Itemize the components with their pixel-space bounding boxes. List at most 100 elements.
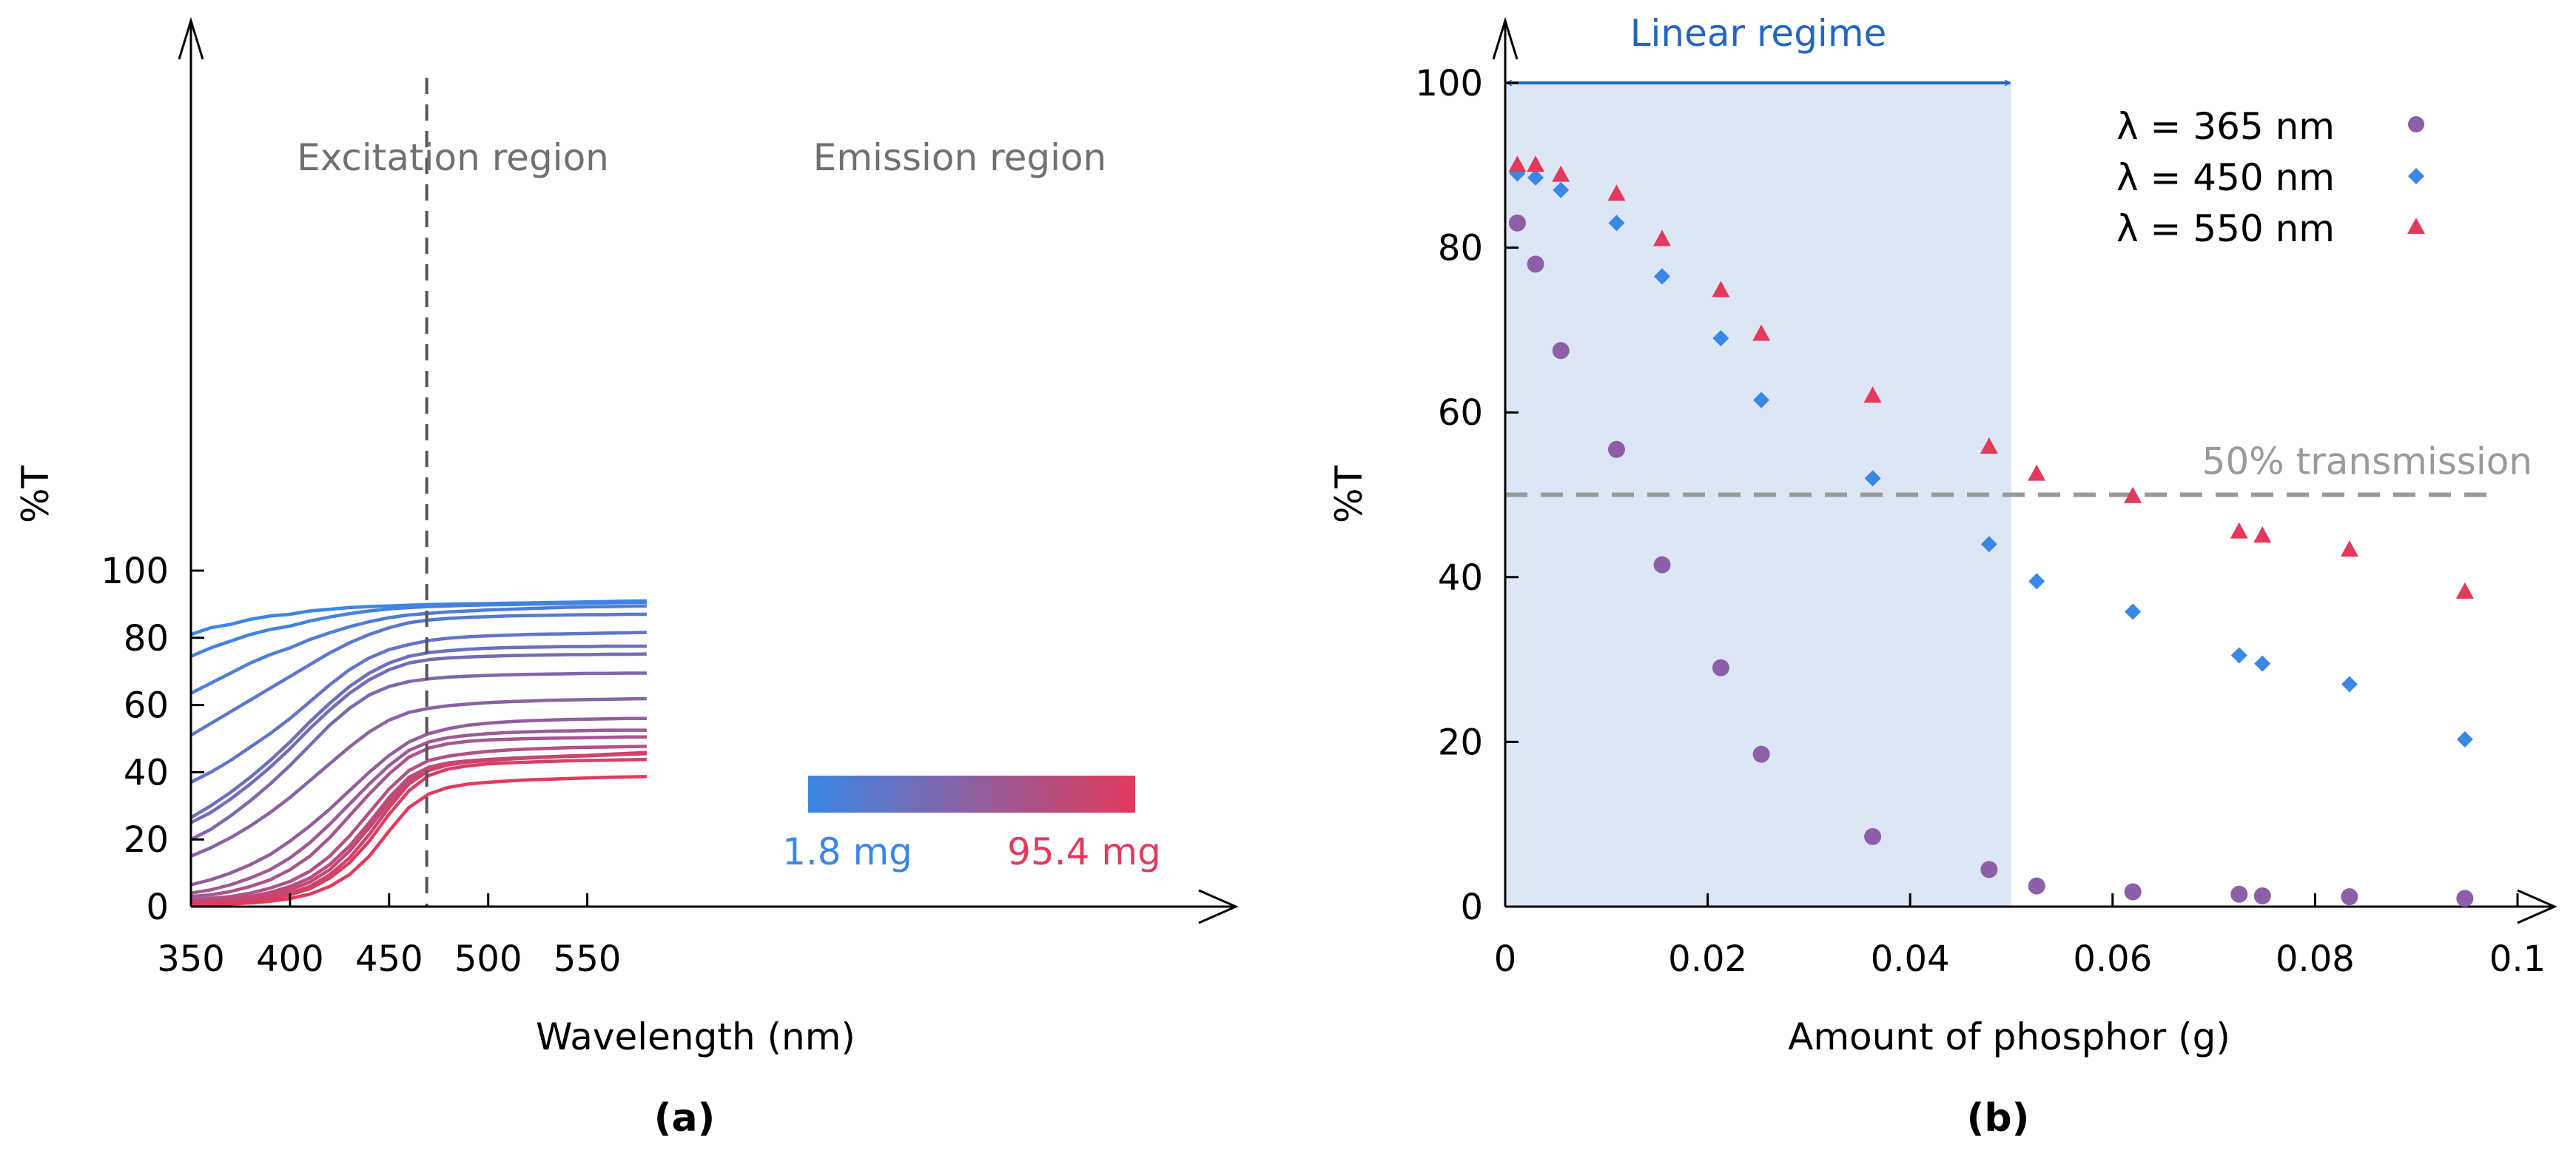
mass-colorbar-gradient: [808, 776, 1135, 813]
y-tick-label: 80: [1438, 228, 1483, 269]
y-tick-label: 20: [124, 819, 169, 861]
x-tick-label: 0.1: [2489, 938, 2546, 980]
panel-a-x-axis-title: Wavelength (nm): [536, 1015, 855, 1058]
data-point-450nm: [1553, 181, 1570, 198]
spectrum-line: [189, 644, 647, 819]
x-tick-label: 0.08: [2276, 938, 2355, 980]
x-tick-label: 350: [157, 938, 225, 980]
legend-label-450: λ = 450 nm: [2116, 156, 2335, 199]
data-point-365nm: [1864, 827, 1882, 845]
data-point-450nm: [2254, 655, 2271, 672]
data-point-365nm: [1607, 440, 1625, 458]
x-tick-label: 450: [355, 938, 423, 980]
x-tick-label: 400: [256, 938, 324, 980]
data-point-450nm: [2341, 676, 2358, 693]
data-point-365nm: [1653, 556, 1671, 574]
data-point-550nm: [1752, 324, 1771, 341]
panel-a-y-ticks: 0 20 40 60 80 100: [101, 551, 204, 928]
data-point-365nm: [1980, 861, 1998, 879]
data-point-450nm: [1527, 169, 1544, 186]
panel-a-x-ticks: 350 400 450 500 550: [157, 893, 621, 980]
data-point-550nm: [1980, 437, 1998, 454]
data-point-365nm: [2230, 885, 2248, 903]
spectrum-line: [190, 745, 647, 902]
data-point-550nm: [2340, 540, 2358, 557]
panel-b-x-axis-title: Amount of phosphor (g): [1788, 1015, 2230, 1058]
panel-b-x-axis-arrow-icon: [2517, 889, 2557, 924]
data-point-450nm: [1712, 330, 1729, 347]
y-tick-label: 40: [1438, 557, 1483, 599]
spectrum-line: [189, 604, 647, 695]
threshold-label: 50% transmission: [2202, 440, 2532, 483]
data-point-550nm: [2028, 464, 2046, 481]
data-point-450nm: [1608, 215, 1625, 232]
panel-b-points: [1508, 155, 2474, 907]
data-point-550nm: [2455, 582, 2474, 599]
legend-marker-diamond-icon: [2408, 168, 2424, 184]
data-point-365nm: [2341, 888, 2358, 906]
x-tick-label: 0: [1494, 938, 1517, 980]
spectrum-line: [190, 735, 647, 898]
panel-b: Linear regime 50% transmission 0 0.02 0.04…: [1328, 12, 2557, 1140]
data-point-550nm: [2124, 486, 2142, 503]
panel-a: Excitation region Emission region 350 400…: [14, 16, 1239, 1140]
panel-a-label: (a): [654, 1096, 716, 1140]
data-point-450nm: [1980, 536, 1997, 553]
y-tick-label: 0: [1460, 887, 1483, 928]
spectrum-line: [189, 671, 647, 841]
colorbar-min-label: 1.8 mg: [782, 830, 912, 873]
y-tick-label: 40: [124, 752, 169, 793]
data-point-365nm: [1712, 659, 1729, 676]
spectrum-line: [189, 631, 647, 785]
legend-label-365: λ = 365 nm: [2116, 105, 2335, 148]
data-point-550nm: [1712, 280, 1730, 298]
spectrum-line: [190, 728, 647, 896]
spectrum-line: [190, 696, 647, 858]
panel-b-label: (b): [1967, 1096, 2030, 1140]
y-tick-label: 0: [146, 887, 169, 928]
legend-marker-triangle-icon: [2407, 218, 2425, 234]
data-point-365nm: [1508, 214, 1526, 232]
data-point-450nm: [2230, 647, 2247, 664]
legend-label-550: λ = 550 nm: [2116, 207, 2335, 250]
data-point-450nm: [1654, 268, 1671, 285]
y-tick-label: 60: [124, 685, 169, 727]
data-point-550nm: [1653, 229, 1672, 246]
panel-b-axes: 0 0.02 0.04 0.06 0.08 0.1 0 20 40 60 80 100: [1415, 16, 2557, 980]
data-point-365nm: [1527, 255, 1544, 273]
data-point-550nm: [1863, 386, 1882, 403]
data-point-550nm: [1607, 184, 1626, 201]
data-point-450nm: [1864, 470, 1881, 487]
linear-regime-label: Linear regime: [1630, 12, 1887, 55]
panel-b-y-axis-title: %T: [1328, 466, 1371, 524]
x-tick-label: 550: [554, 938, 622, 980]
data-point-365nm: [2456, 890, 2474, 907]
data-point-365nm: [2124, 883, 2142, 901]
spectrum-line: [189, 612, 647, 737]
x-tick-label: 500: [454, 938, 522, 980]
data-point-450nm: [1753, 392, 1770, 409]
y-tick-label: 100: [101, 551, 169, 592]
excitation-region-label: Excitation region: [297, 136, 609, 179]
y-tick-label: 60: [1438, 392, 1483, 434]
data-point-450nm: [2456, 731, 2473, 748]
data-point-365nm: [1752, 745, 1770, 763]
x-tick-label: 0.06: [2073, 938, 2152, 980]
y-tick-label: 80: [124, 618, 169, 659]
panel-a-plot-area: Excitation region Emission region: [189, 78, 1106, 907]
spectrum-line: [190, 600, 647, 658]
x-tick-label: 0.02: [1668, 938, 1747, 980]
panel-a-axes: 350 400 450 500 550 0 20 40 60 80 100: [101, 16, 1239, 980]
x-tick-label: 0.04: [1871, 938, 1950, 980]
data-point-450nm: [2028, 573, 2045, 590]
panel-a-curves: [189, 599, 648, 907]
data-point-450nm: [2125, 603, 2142, 620]
colorbar-max-label: 95.4 mg: [1007, 830, 1161, 873]
data-point-365nm: [2028, 877, 2045, 895]
data-point-365nm: [1552, 342, 1570, 360]
spectrum-line: [190, 757, 647, 906]
legend-marker-circle-icon: [2408, 116, 2424, 132]
mass-colorbar: 1.8 mg 95.4 mg: [782, 776, 1161, 873]
panel-a-x-axis-arrow-icon: [1198, 889, 1239, 924]
